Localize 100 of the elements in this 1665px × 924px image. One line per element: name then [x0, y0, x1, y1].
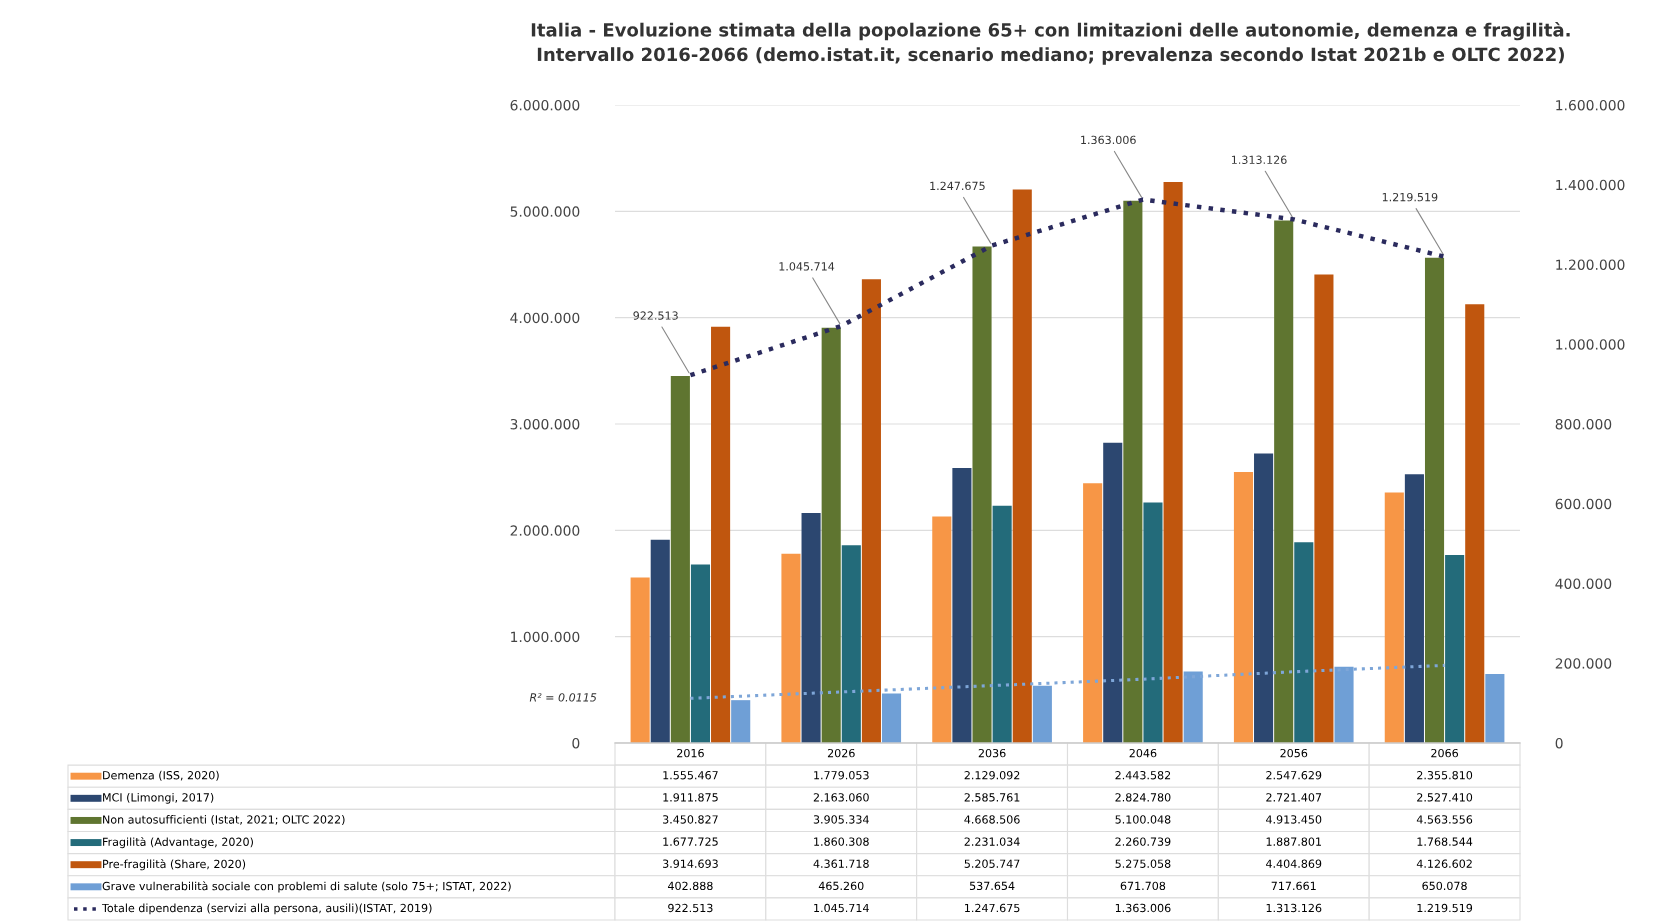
y-tick-label: 1.000.000	[511, 631, 580, 643]
data-label: 2.547.629	[1266, 771, 1322, 780]
bar	[952, 468, 972, 743]
data-label: 1.911.875	[663, 793, 718, 802]
data-label: 671.708	[1120, 881, 1166, 891]
x-tick-label: 2066	[1431, 748, 1459, 758]
bar	[1445, 554, 1465, 743]
data-label: 4.913.450	[1266, 815, 1322, 824]
legend-label: Fragilità (Advantage, 2020)	[103, 836, 253, 849]
bar	[861, 279, 881, 743]
data-label: 3.905.334	[813, 815, 869, 824]
data-label: 2.527.410	[1417, 793, 1473, 802]
bar	[711, 326, 731, 743]
data-label: 3.914.693	[662, 859, 718, 868]
y-tick-label: 2.000.000	[510, 525, 580, 536]
bar	[1384, 492, 1404, 743]
line-series	[688, 663, 1447, 700]
data-label: 3.450.827	[662, 815, 718, 824]
text: 1.045.714	[779, 262, 835, 271]
bar	[801, 512, 821, 743]
data-label: 4.404.869	[1266, 859, 1322, 868]
data-label: 1.768.544	[1417, 837, 1473, 846]
bar	[1103, 442, 1123, 743]
bar	[1233, 472, 1254, 743]
legend-label: Grave vulnerabilità sociale con problemi di salute (solo 75+; ISTAT, 2022)	[102, 881, 511, 893]
bar	[1424, 257, 1445, 743]
bar	[690, 564, 711, 743]
bar	[881, 693, 902, 743]
data-label: 2.721.407	[1266, 793, 1322, 802]
data-label: 2.585.761	[964, 793, 1020, 802]
bar	[1163, 182, 1183, 743]
bar	[1465, 304, 1485, 743]
x-tick-label: 2056	[1280, 748, 1308, 758]
legend-label: MCI (Limongi, 2017)	[103, 792, 214, 804]
data-label: 5.275.058	[1115, 859, 1171, 868]
chart-title: Italia - Evoluzione stimata della popolazione 65+ con limitazioni delle autonomie, demenza e fragilità. Intervallo 2016-2066 (demo.istat.it, scenario mediano; prevalenza secondo Istat 2021b e OLTC 2022)	[531, 22, 1570, 65]
data-label: 537.654	[969, 881, 1015, 891]
data-label: 922.513	[668, 903, 713, 913]
y2-tick-label: 600.000	[1555, 498, 1612, 510]
data-label: 1.779.053	[814, 771, 869, 780]
data-label: 2.260.739	[1115, 837, 1171, 846]
text: 922.513	[633, 311, 678, 320]
bar	[1274, 220, 1294, 743]
text: R² = 0.0115	[529, 693, 597, 702]
bar	[650, 539, 670, 743]
data-label: 4.563.556	[1416, 815, 1473, 824]
data-label: 1.860.308	[814, 837, 869, 846]
bar	[821, 327, 841, 743]
bar	[841, 545, 861, 743]
bar	[1334, 666, 1354, 743]
text: 1.219.519	[1382, 192, 1438, 202]
text: 1.313.126	[1231, 155, 1287, 164]
data-label: 2.443.582	[1115, 771, 1171, 780]
bar	[1032, 685, 1052, 743]
x-tick-label: 2046	[1129, 748, 1157, 758]
y-tick-label: 6.000.000	[510, 99, 580, 111]
legend-label: Totale dipendenza (servizi alla persona, ausili)(ISTAT, 2019)	[101, 903, 432, 915]
y2-tick-label: 800.000	[1555, 418, 1612, 430]
data-label: 2.129.092	[964, 771, 1020, 780]
x-tick-label: 2036	[978, 748, 1006, 758]
bar	[781, 553, 801, 743]
data-label: 1.677.725	[663, 837, 718, 846]
y-tick-label: 5.000.000	[510, 206, 580, 217]
data-label: 1.887.801	[1266, 837, 1321, 846]
bar	[1485, 673, 1505, 743]
legend-label: Pre-fragilità (Share, 2020)	[103, 859, 246, 871]
legend-label: Demenza (ISS, 2020)	[103, 770, 219, 781]
bar	[1254, 453, 1274, 743]
data-label: 402.888	[667, 881, 713, 891]
data-label: 4.668.506	[964, 815, 1020, 824]
bar	[1404, 474, 1424, 743]
data-label: 717.661	[1271, 881, 1316, 891]
data-label: 650.078	[1422, 881, 1467, 891]
data-label: 4.361.718	[813, 859, 869, 868]
bar	[1123, 200, 1143, 743]
bar	[731, 700, 751, 743]
data-label: 5.205.747	[964, 859, 1020, 868]
bar	[1294, 542, 1314, 743]
data-label: 1.219.519	[1417, 903, 1473, 913]
bar	[1183, 671, 1203, 743]
bar	[972, 246, 992, 743]
text: 1.247.675	[930, 181, 985, 191]
y-tick-label: 0	[572, 737, 580, 749]
data-label: 1.363.006	[1115, 903, 1171, 913]
data-label: 2.824.780	[1115, 793, 1171, 802]
legend-label: Non autosufficienti (Istat, 2021; OLTC 2022)	[103, 815, 345, 825]
bar	[992, 505, 1012, 743]
y2-tick-label: 1.000.000	[1556, 339, 1625, 350]
bar	[630, 577, 650, 743]
data-label: 2.355.810	[1417, 771, 1473, 780]
bar	[670, 376, 690, 743]
data-label: 1.555.467	[663, 771, 718, 780]
data-label: 2.231.034	[964, 837, 1020, 846]
data-label: 1.313.126	[1266, 903, 1322, 913]
data-label: 4.126.602	[1416, 859, 1472, 868]
y2-tick-label: 1.600.000	[1556, 99, 1625, 111]
bar	[1083, 483, 1103, 743]
x-tick-label: 2016	[677, 748, 704, 758]
data-label: 2.163.060	[813, 793, 869, 802]
data-label: 465.260	[818, 881, 864, 891]
